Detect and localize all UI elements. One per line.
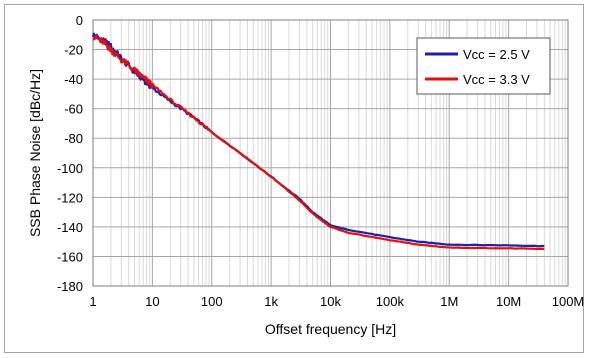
legend-label-vcc-3-3: Vcc = 3.3 V: [463, 72, 530, 87]
x-tick-labels: 1 10 100 1k 10k 100k 1M 10M 100M: [89, 294, 584, 309]
x-tick-label: 100M: [552, 294, 585, 309]
x-tick-label: 100k: [376, 294, 405, 309]
x-tick-label: 10M: [496, 294, 521, 309]
y-tick-label: -60: [64, 102, 83, 117]
y-axis-title: SSB Phase Noise [dBc/Hz]: [27, 69, 43, 237]
legend: Vcc = 2.5 V Vcc = 3.3 V: [416, 37, 551, 95]
y-tick-label: -40: [64, 72, 83, 87]
x-tick-label: 10k: [320, 294, 341, 309]
legend-label-vcc-2-5: Vcc = 2.5 V: [463, 47, 530, 62]
x-tick-label: 1M: [440, 294, 458, 309]
y-tick-label: -160: [57, 249, 83, 264]
x-axis-title: Offset frequency [Hz]: [265, 321, 396, 337]
y-tick-label: -140: [57, 220, 83, 235]
minor-gridlines: [110, 20, 566, 286]
y-tick-label: -100: [57, 161, 83, 176]
y-tick-label: -120: [57, 190, 83, 205]
y-tick-label: -180: [57, 279, 83, 294]
plot-area-border: [92, 19, 569, 287]
y-tick-label: -80: [64, 131, 83, 146]
series-line-vcc-3-3: [92, 33, 545, 251]
y-tick-label: 0: [76, 13, 83, 28]
x-tick-label: 100: [201, 294, 223, 309]
series-layer: [91, 32, 545, 251]
x-tick-label: 1k: [264, 294, 278, 309]
x-tick-label: 1: [89, 294, 96, 309]
y-tick-labels: 0 -20 -40 -60 -80 -100 -120 -140 -160 -180: [57, 13, 83, 294]
legend-box: [416, 37, 551, 95]
y-tick-label: -20: [64, 43, 83, 58]
x-tick-label: 10: [145, 294, 159, 309]
